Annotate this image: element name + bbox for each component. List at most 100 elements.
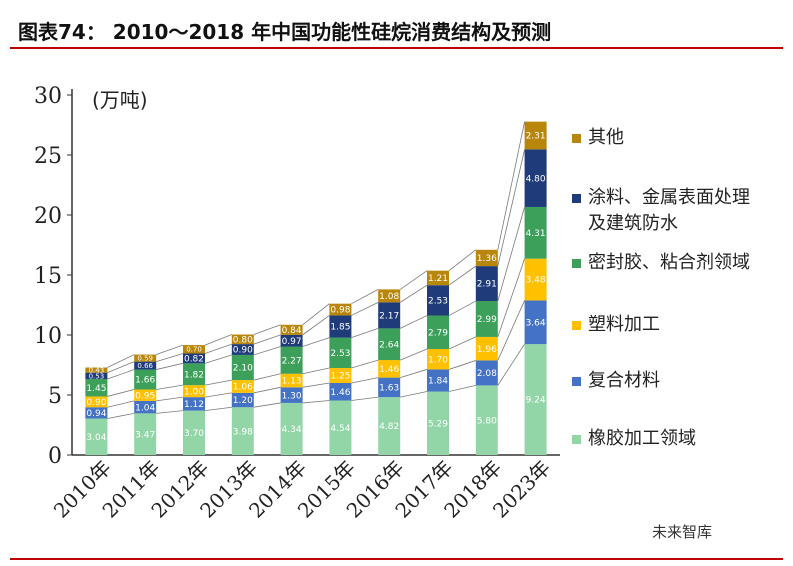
bar-data-label: 1.85 [330, 323, 350, 333]
series-connector-line [448, 265, 477, 286]
bar-segment [378, 377, 401, 398]
series-connector-line [497, 149, 525, 267]
bar-segment [183, 385, 205, 398]
bar-data-label: 0.90 [86, 398, 106, 408]
series-connector-line [497, 343, 525, 386]
bar-segment [85, 396, 108, 408]
bar-data-label: 3.64 [526, 318, 546, 328]
series-connector-line [107, 354, 135, 368]
series-connector-line [302, 337, 330, 347]
figure-title: 图表74： 2010～2018 年中国功能性硅烷消费结构及预测 [18, 20, 552, 44]
bar-segment [329, 383, 352, 401]
bar-segment [524, 300, 547, 345]
series-connector-line [351, 377, 379, 384]
bar-data-label: 1.21 [428, 274, 448, 284]
bar-segment [280, 387, 303, 403]
bar-data-label: 1.00 [184, 387, 204, 397]
bar-data-label: 2.91 [477, 280, 497, 290]
bar-data-label: 1.25 [330, 372, 350, 382]
series-connector-line [302, 315, 330, 336]
bar-segment [329, 315, 352, 338]
bar-data-label: 0.70 [186, 346, 202, 354]
bar-data-label: 3.48 [526, 276, 546, 286]
bar-data-label: 2.53 [428, 297, 448, 307]
bar-segment [85, 379, 108, 397]
bar-segment [231, 380, 254, 393]
y-tick-label: 10 [34, 324, 62, 349]
legend-label: 橡胶加工领域 [588, 428, 696, 449]
bar-segment [134, 400, 157, 414]
legend-label: 塑料加工 [588, 314, 660, 335]
y-tick-label: 25 [34, 144, 62, 169]
series-connector-line [448, 360, 476, 370]
bar-segment [280, 346, 303, 374]
legend-swatch [572, 134, 581, 143]
series-connector-line [351, 359, 379, 369]
bar-data-label: 3.47 [135, 430, 155, 440]
bar-segment [231, 407, 254, 455]
bar-data-label: 4.34 [282, 425, 302, 435]
bar-segment [183, 397, 205, 411]
bar-data-label: 0.82 [184, 355, 204, 365]
bar-segment [280, 334, 303, 347]
bar-data-label: 0.98 [330, 306, 350, 316]
bar-segment [231, 334, 254, 345]
series-connector-line [400, 369, 428, 378]
series-connector-line [204, 406, 232, 411]
watermark-text: 未来智库 [652, 523, 713, 541]
series-connector-line [253, 373, 281, 381]
series-connector-line [253, 386, 281, 394]
bar-data-label: 0.59 [137, 355, 153, 363]
bar-data-label: 3.98 [233, 427, 253, 437]
series-connector-line [107, 400, 135, 408]
series-connector-line [497, 206, 525, 302]
legend-label: 及建筑防水 [588, 213, 678, 234]
bar-segment [329, 337, 352, 368]
bar-segment [378, 360, 401, 378]
bar-data-label: 0.97 [282, 337, 302, 347]
y-tick-label: 5 [48, 384, 62, 409]
bar-segment [475, 266, 498, 302]
series-connector-line [107, 361, 135, 374]
legend-swatch [572, 194, 581, 203]
legend-swatch [572, 321, 581, 330]
bar-segment [329, 303, 352, 316]
bar-data-label: 2.08 [477, 369, 497, 379]
bar-data-label: 3.70 [184, 429, 204, 439]
bar-data-label: 1.30 [282, 391, 302, 401]
series-connector-line [107, 412, 135, 419]
bar-data-label: 0.66 [137, 362, 153, 370]
bar-data-label: 1.06 [233, 383, 253, 393]
bar-segment [231, 354, 254, 381]
bar-segment [280, 324, 303, 335]
bar-segment [183, 353, 205, 364]
bar-data-label: 0.53 [89, 372, 105, 380]
bar-segment [475, 249, 498, 267]
bar-segment [427, 270, 449, 286]
series-connector-line [448, 336, 476, 350]
bar-data-label: 2.17 [379, 312, 399, 322]
bar-segment [134, 354, 157, 362]
bar-data-label: 1.20 [233, 396, 253, 406]
bar-segment [378, 328, 401, 361]
bar-data-label: 9.24 [526, 396, 546, 406]
bar-data-label: 0.43 [89, 367, 105, 375]
bar-data-label: 1.82 [184, 370, 204, 380]
legend-label: 复合材料 [588, 370, 660, 391]
bar-data-label: 4.31 [526, 229, 546, 239]
y-tick-label: 0 [48, 444, 62, 469]
bar-data-label: 1.46 [330, 388, 350, 398]
bar-data-label: 0.84 [282, 326, 302, 336]
legend-swatch [572, 435, 581, 444]
series-connector-line [448, 249, 477, 271]
series-connector-line [204, 334, 232, 346]
bar-segment [524, 344, 547, 455]
series-connector-line [351, 328, 379, 339]
bar-segment [427, 285, 449, 316]
bar-segment [378, 302, 401, 329]
bar-segment [427, 315, 449, 350]
title-divider [10, 47, 783, 49]
bar-segment [427, 391, 449, 455]
bar-data-label: 1.08 [379, 292, 399, 302]
